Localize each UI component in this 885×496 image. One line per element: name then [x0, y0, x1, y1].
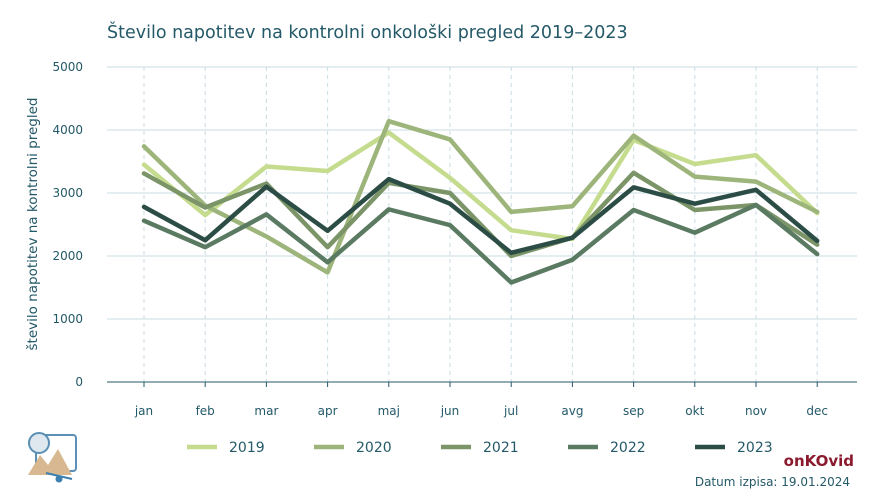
x-tick-label-feb: feb — [196, 404, 215, 418]
legend-item-2021[interactable]: 2021 — [441, 440, 519, 456]
x-tick-label-maj: maj — [378, 404, 400, 418]
x-tick-label-jul: jul — [503, 404, 518, 418]
brand-name: onKOvid — [784, 452, 854, 470]
print-date: Datum izpisa: 19.01.2024 — [695, 475, 850, 489]
x-tick-labels: jan feb mar apr maj jun jul avg sep okt nov dec — [134, 404, 828, 418]
y-axis-label: število napotitev na kontrolni pregled — [25, 97, 41, 350]
series-line-2022[interactable] — [141, 202, 820, 285]
legend[interactable]: 2019 2020 2021 2022 2023 — [187, 440, 773, 456]
chart-title: Število napotitev na kontrolni onkološki… — [107, 21, 628, 43]
legend-label-2022: 2022 — [610, 440, 646, 456]
y-tick-label-0: 0 — [75, 375, 83, 389]
x-tick-label-okt: okt — [685, 404, 704, 418]
legend-item-2019[interactable]: 2019 — [187, 440, 265, 456]
y-tick-label-2000: 2000 — [52, 249, 83, 263]
vertical-grid-lines — [143, 67, 818, 387]
y-tick-label-3000: 3000 — [52, 186, 83, 200]
x-tick-label-mar: mar — [254, 404, 278, 418]
series-lines — [141, 118, 820, 285]
legend-label-2019: 2019 — [229, 440, 265, 456]
legend-label-2020: 2020 — [356, 440, 392, 456]
x-tick-label-dec: dec — [806, 404, 828, 418]
series-line-2023[interactable] — [141, 176, 820, 256]
x-tick-label-sep: sep — [623, 404, 644, 418]
x-tick-label-nov: nov — [745, 404, 767, 418]
legend-label-2021: 2021 — [483, 440, 519, 456]
legend-item-2022[interactable]: 2022 — [568, 440, 646, 456]
y-tick-labels: 0 1000 2000 3000 4000 5000 — [52, 60, 83, 389]
y-tick-label-1000: 1000 — [52, 312, 83, 326]
chart-logo-icon — [28, 432, 77, 483]
legend-item-2023[interactable]: 2023 — [695, 440, 773, 456]
x-tick-label-jan: jan — [134, 404, 153, 418]
series-line-2021[interactable] — [141, 170, 820, 259]
x-tick-label-apr: apr — [318, 404, 338, 418]
x-tick-label-jun: jun — [440, 404, 460, 418]
series-line-2019[interactable] — [141, 130, 820, 242]
series-line-2020[interactable] — [141, 118, 820, 275]
x-tick-label-avg: avg — [561, 404, 583, 418]
y-tick-label-5000: 5000 — [52, 60, 83, 74]
legend-item-2020[interactable]: 2020 — [314, 440, 392, 456]
y-tick-label-4000: 4000 — [52, 123, 83, 137]
legend-label-2023: 2023 — [737, 440, 773, 456]
